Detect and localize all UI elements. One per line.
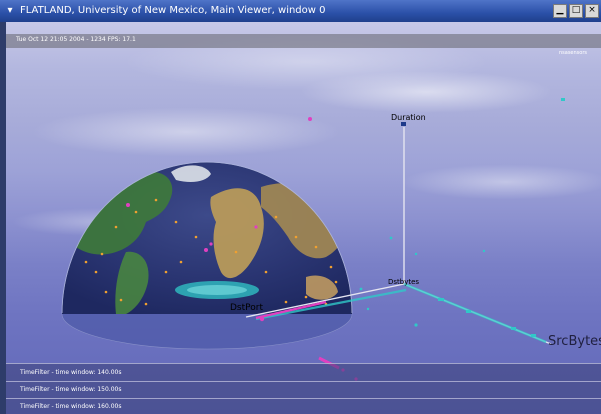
dstport-axis-points xyxy=(255,288,407,322)
window-title: FLATLAND, University of New Mexico, Main… xyxy=(20,5,326,16)
window-menu-icon[interactable]: ▾ xyxy=(7,5,13,16)
orange-points xyxy=(84,198,338,306)
srcbytes-axis-label: SrcBytes xyxy=(548,334,601,349)
continent-south-america xyxy=(115,251,149,314)
magenta-points xyxy=(126,117,312,252)
dstport-axis-label: DstPort xyxy=(230,303,263,313)
close-icon[interactable]: × xyxy=(585,4,599,18)
dome-outline xyxy=(61,161,353,314)
duration-axis-label: Duration xyxy=(391,113,426,122)
maximize-icon[interactable]: □ xyxy=(569,4,583,18)
title-bar[interactable]: ▾ FLATLAND, University of New Mexico, Ma… xyxy=(0,0,601,22)
window-controls: ▁ □ × xyxy=(553,4,599,18)
continent-greenland xyxy=(171,165,211,182)
dstport-axis xyxy=(245,283,405,318)
hud-status-bar: Tue Oct 12 21:05 2004 - 1234 FPS: 17.1 xyxy=(6,34,601,48)
origin-axis-label: Dstbytes xyxy=(388,278,420,286)
filter-line-1: TimeFilter - time window: 140.00s xyxy=(20,369,122,376)
scene-graphics xyxy=(61,98,565,381)
srcbytes-axis-points xyxy=(403,282,547,344)
continent-europe-africa xyxy=(210,188,264,279)
continent-north-america xyxy=(76,171,173,255)
minimize-icon[interactable]: ▁ xyxy=(553,4,567,18)
window-left-frame xyxy=(0,22,6,414)
continent-australia xyxy=(306,275,338,300)
3d-viewport[interactable]: Tue Oct 12 21:05 2004 - 1234 FPS: 17.1 n… xyxy=(6,22,601,414)
cyan-points xyxy=(359,98,565,327)
corner-label: nsasensors xyxy=(558,50,587,56)
filter-panel: TimeFilter - time window: 140.00s TimeFi… xyxy=(6,363,601,414)
filter-line-2: TimeFilter - time window: 150.00s xyxy=(20,386,122,393)
hud-status-text: Tue Oct 12 21:05 2004 - 1234 FPS: 17.1 xyxy=(16,36,136,43)
filter-line-3: TimeFilter - time window: 160.00s xyxy=(20,403,122,410)
